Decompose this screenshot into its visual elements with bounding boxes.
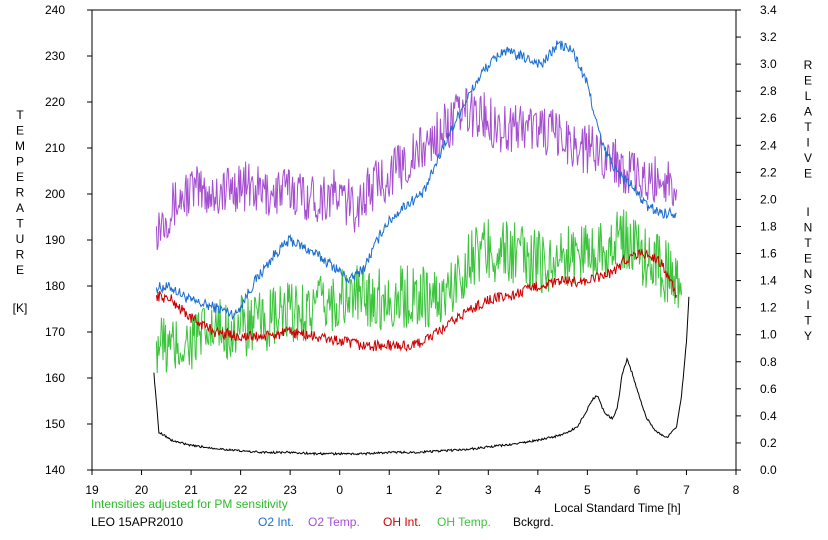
x-tick-label: 0 <box>336 483 343 497</box>
x-tick-label: 8 <box>733 483 740 497</box>
left-axis-letter: E <box>16 124 24 138</box>
right-tick-label: 1.0 <box>760 328 777 342</box>
right-tick-label: 3.2 <box>760 30 777 44</box>
left-tick-label: 200 <box>45 187 65 201</box>
left-tick-label: 190 <box>45 233 65 247</box>
left-axis-letter: T <box>16 217 24 231</box>
station-label: LEO 15APR2010 <box>91 515 183 529</box>
right-axis-letter: N <box>804 267 813 281</box>
right-axis-letter: L <box>805 89 812 103</box>
x-tick-label: 4 <box>535 483 542 497</box>
legend-item: OH Temp. <box>437 515 491 529</box>
series-line <box>155 87 678 251</box>
right-axis-letter: I <box>806 298 809 312</box>
right-axis-letter: I <box>806 136 809 150</box>
x-tick-label: 19 <box>85 483 99 497</box>
x-tick-label: 7 <box>683 483 690 497</box>
legend-item: O2 Int. <box>258 515 294 529</box>
series-line <box>155 209 682 374</box>
x-tick-label: 3 <box>485 483 492 497</box>
sensitivity-note: Intensities adjusted for PM sensitivity <box>91 497 288 511</box>
right-axis-letter: I <box>806 205 809 219</box>
right-tick-label: 2.4 <box>760 138 777 152</box>
right-axis-letter: V <box>804 151 812 165</box>
left-axis-letter: R <box>16 186 25 200</box>
left-tick-label: 170 <box>45 325 65 339</box>
x-tick-label: 20 <box>135 483 149 497</box>
right-tick-label: 0.0 <box>760 463 777 477</box>
series-layer <box>153 40 690 456</box>
right-axis-letter: T <box>804 120 812 134</box>
right-tick-label: 0.8 <box>760 355 777 369</box>
right-tick-label: 1.4 <box>760 274 777 288</box>
right-axis-letter: E <box>804 167 812 181</box>
right-tick-label: 2.2 <box>760 165 777 179</box>
left-tick-label: 180 <box>45 279 65 293</box>
left-tick-label: 150 <box>45 417 65 431</box>
series-line <box>155 40 677 321</box>
right-tick-label: 2.0 <box>760 192 777 206</box>
right-tick-label: 1.8 <box>760 219 777 233</box>
right-axis-letter: T <box>804 314 812 328</box>
legend-item: O2 Temp. <box>308 515 360 529</box>
left-axis-letter: U <box>16 232 25 246</box>
left-axis-unit: [K] <box>13 301 28 315</box>
right-axis-letter: E <box>804 74 812 88</box>
right-tick-label: 3.4 <box>760 3 777 17</box>
right-axis-letter: T <box>804 236 812 250</box>
x-tick-label: 1 <box>386 483 393 497</box>
x-axis-label: Local Standard Time [h] <box>554 501 681 515</box>
right-tick-label: 2.6 <box>760 111 777 125</box>
x-tick-label: 23 <box>283 483 297 497</box>
x-tick-label: 21 <box>184 483 198 497</box>
right-tick-label: 3.0 <box>760 57 777 71</box>
x-tick-label: 6 <box>634 483 641 497</box>
right-axis-letter: N <box>804 221 813 235</box>
left-axis-letter: E <box>16 263 24 277</box>
series-line <box>155 248 678 352</box>
right-tick-label: 0.4 <box>760 409 777 423</box>
x-tick-label: 5 <box>584 483 591 497</box>
series-line <box>153 296 690 456</box>
left-tick-label: 230 <box>45 49 65 63</box>
left-axis-letter: A <box>16 201 24 215</box>
left-tick-label: 240 <box>45 3 65 17</box>
left-axis-letter: M <box>15 139 25 153</box>
left-tick-label: 140 <box>45 463 65 477</box>
left-tick-label: 160 <box>45 371 65 385</box>
right-tick-label: 1.2 <box>760 301 777 315</box>
legend-item: Bckgrd. <box>513 515 554 529</box>
right-axis-letter: Y <box>804 329 812 343</box>
x-tick-label: 2 <box>435 483 442 497</box>
legend: O2 Int. O2 Temp. OH Int. OH Temp. Bckgrd. <box>258 515 554 529</box>
left-axis-letter: P <box>16 155 24 169</box>
left-axis-letter: E <box>16 170 24 184</box>
left-axis-letter: T <box>16 108 24 122</box>
right-tick-label: 0.6 <box>760 382 777 396</box>
axes-layer: 1401501601701801902002102202302400.00.20… <box>45 3 777 497</box>
left-axis-letter: R <box>16 248 25 262</box>
right-axis-letter: E <box>804 252 812 266</box>
left-tick-label: 220 <box>45 95 65 109</box>
right-axis-letter: R <box>804 58 813 72</box>
left-tick-label: 210 <box>45 141 65 155</box>
right-axis-letter: S <box>804 283 812 297</box>
right-axis-letter: A <box>804 105 812 119</box>
right-tick-label: 2.8 <box>760 84 777 98</box>
x-tick-label: 22 <box>234 483 248 497</box>
right-tick-label: 1.6 <box>760 247 777 261</box>
legend-item: OH Int. <box>383 515 421 529</box>
right-tick-label: 0.2 <box>760 436 777 450</box>
